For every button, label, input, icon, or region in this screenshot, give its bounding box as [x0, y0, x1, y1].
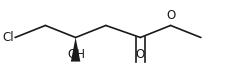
Text: O: O [165, 9, 174, 22]
Polygon shape [70, 38, 80, 62]
Text: O: O [135, 48, 144, 61]
Text: OH: OH [67, 48, 85, 61]
Text: Cl: Cl [2, 31, 14, 44]
